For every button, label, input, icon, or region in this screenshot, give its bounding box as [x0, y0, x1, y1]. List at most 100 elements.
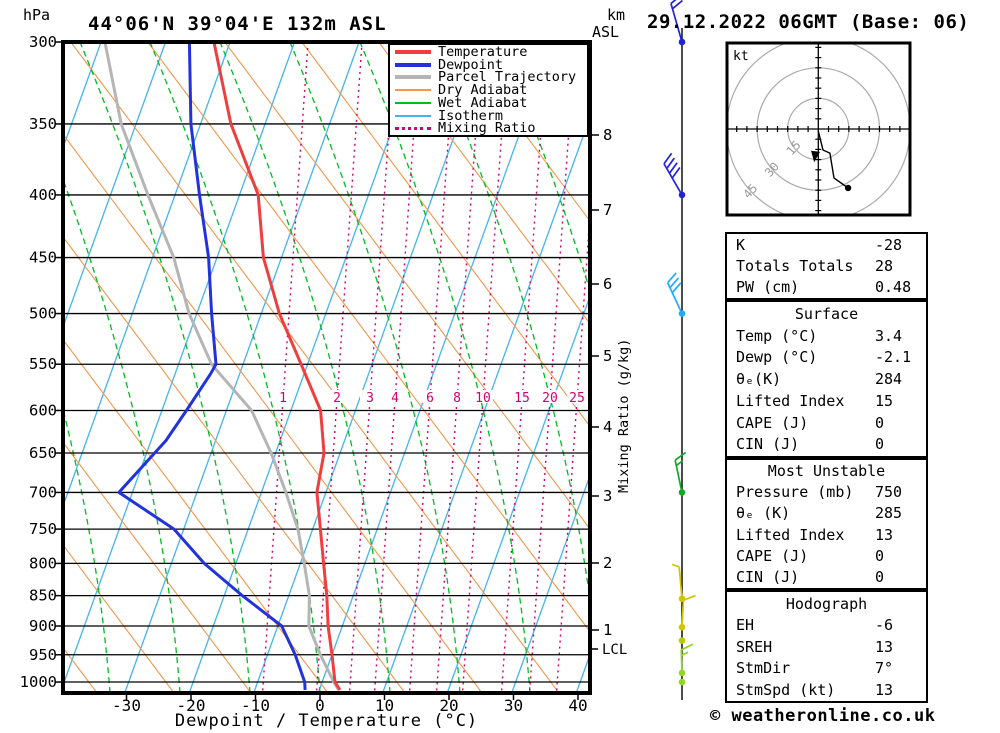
legend-swatch-icon	[395, 62, 431, 67]
panel-row-value: 28	[875, 257, 894, 275]
panel-indices: K -28 Totals Totals 28 PW (cm) 0.48	[725, 232, 928, 300]
panel-row-value: 0	[875, 413, 885, 432]
svg-text:1: 1	[603, 621, 612, 639]
panel-row-label: CAPE (J)	[736, 413, 809, 432]
wet-adiabat-lines	[63, 42, 590, 693]
legend-item-label: Parcel Trajectory	[438, 69, 577, 86]
panel-most-unstable: Most Unstable Pressure (mb) 750 θₑ (K) 285 Li…	[725, 458, 928, 590]
panel-hodograph: Hodograph EH -6 SREH 13 StmDir 7° StmSpd (kt) 13	[725, 590, 928, 703]
legend-item-wet-adiabat: Wet Adiabat	[390, 94, 587, 111]
panel-row: CAPE (J) 0	[727, 546, 926, 566]
svg-text:20: 20	[439, 696, 458, 715]
legend-item-dewpoint: Dewpoint	[390, 56, 587, 73]
legend-item-parcel-trajectory: Parcel Trajectory	[390, 69, 587, 86]
altitude-axis-unit-km: km	[607, 6, 626, 24]
panel-row: CIN (J) 0	[727, 434, 926, 454]
panel-row-label: PW (cm)	[736, 278, 800, 296]
temperature-axis-label: Dewpoint / Temperature (°C)	[174, 711, 479, 731]
panel-row-label: StmSpd (kt)	[736, 680, 836, 699]
svg-text:0: 0	[315, 696, 325, 715]
svg-text:450: 450	[29, 249, 57, 267]
svg-text:4: 4	[603, 418, 612, 436]
svg-text:10: 10	[375, 696, 394, 715]
panel-row-label: Pressure (mb)	[736, 483, 854, 502]
panel-row-value: 284	[875, 370, 903, 388]
svg-text:950: 950	[29, 646, 57, 664]
legend-item-dry-adiabat: Dry Adiabat	[390, 83, 587, 97]
svg-text:40: 40	[568, 696, 587, 715]
legend-item-label: Mixing Ratio	[438, 120, 536, 137]
svg-text:700: 700	[29, 483, 57, 501]
legend-swatch-icon	[395, 114, 431, 117]
panel-row: θₑ (K) 285	[727, 503, 926, 523]
panel-row-value: -28	[875, 236, 903, 254]
svg-text:400: 400	[29, 186, 57, 204]
panel-row: Totals Totals 28	[727, 256, 926, 276]
panel-row-value: 0	[875, 546, 885, 565]
panel-row-label: Dewp (°C)	[736, 348, 818, 367]
svg-text:3: 3	[366, 391, 374, 406]
svg-text:800: 800	[29, 554, 57, 572]
panel-row-label: θₑ (K)	[736, 504, 791, 523]
svg-text:10: 10	[475, 391, 491, 406]
svg-text:750: 750	[29, 520, 57, 538]
pressure-gridlines	[55, 41, 590, 683]
panel-row-value: 7°	[875, 659, 894, 677]
panel-row-value: 750	[875, 483, 903, 502]
legend-item-isotherm: Isotherm	[390, 107, 587, 124]
svg-text:300: 300	[29, 33, 57, 51]
hodograph-unit-label: kt	[733, 49, 749, 64]
panel-row-value: 0	[875, 567, 885, 586]
panel-row-value: -2.1	[875, 348, 912, 367]
legend-item-label: Dewpoint	[438, 56, 504, 73]
legend-item-label: Temperature	[438, 43, 528, 60]
svg-text:8: 8	[603, 126, 612, 144]
temperature-curve	[212, 42, 342, 691]
svg-text:5: 5	[603, 347, 612, 365]
panel-header: Most Unstable	[767, 462, 886, 481]
wind-barb-column	[663, 0, 696, 700]
legend-swatch-icon	[395, 101, 431, 104]
panel-row: Temp (°C) 3.4	[727, 326, 926, 346]
panel-header: Surface	[794, 304, 859, 323]
svg-text:900: 900	[29, 617, 57, 635]
svg-text:-30: -30	[112, 696, 141, 715]
panel-row-label: CAPE (J)	[736, 546, 809, 565]
legend-swatch-icon	[395, 126, 431, 130]
panel-header: Hodograph	[785, 594, 868, 613]
legend-item-label: Wet Adiabat	[438, 94, 528, 111]
svg-text:4: 4	[391, 391, 399, 406]
panel-row-label: SREH	[736, 637, 773, 656]
panel-row-value: 13	[875, 525, 894, 544]
svg-text:6: 6	[426, 391, 434, 406]
svg-text:30: 30	[504, 696, 523, 715]
svg-text:550: 550	[29, 355, 57, 373]
svg-text:25: 25	[569, 391, 585, 406]
pressure-tick-labels: 300 350 400 450 500 550 600 650 700 750 800 850 900 9…	[20, 33, 57, 691]
legend-item-mixing-ratio: Mixing Ratio	[390, 120, 587, 137]
parcel-trajectory-curve	[103, 42, 340, 691]
svg-text:1000: 1000	[20, 673, 57, 691]
panel-row: CAPE (J) 0	[727, 413, 926, 433]
panel-row: SREH 13	[727, 637, 926, 657]
panel-row-value: -6	[875, 616, 894, 634]
panel-row-value: 15	[875, 391, 894, 410]
panel-row: θₑ(K) 284	[727, 369, 926, 389]
svg-text:2: 2	[603, 554, 612, 572]
legend-swatch-icon	[395, 49, 431, 54]
legend-item-label: Isotherm	[438, 107, 504, 124]
panel-row-label: K	[736, 236, 746, 254]
panel-row-label: EH	[736, 616, 755, 634]
svg-text:15: 15	[514, 391, 530, 406]
panel-row: StmDir 7°	[727, 658, 926, 678]
panel-row: Lifted Index 13	[727, 525, 926, 545]
svg-text:-20: -20	[177, 696, 206, 715]
panel-row-label: Totals Totals	[736, 257, 854, 275]
panel-row-value: 285	[875, 504, 903, 523]
panel-row-value: 13	[875, 637, 894, 656]
mixing-ratio-lines	[261, 42, 590, 693]
svg-text:15: 15	[784, 138, 804, 158]
svg-text:7: 7	[603, 201, 612, 219]
